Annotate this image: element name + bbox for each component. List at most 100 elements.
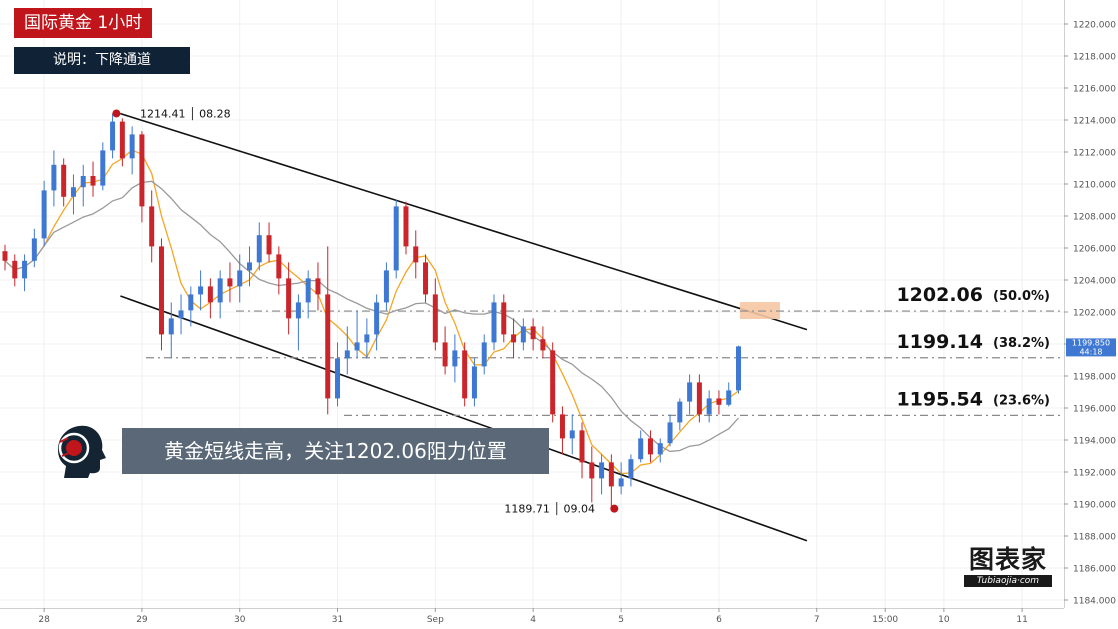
time-tick-label: Sep (427, 615, 444, 625)
candle-body (716, 398, 722, 405)
price-tick-label: 1188.000 (1073, 533, 1116, 543)
candle-body (286, 278, 292, 319)
candle (51, 150, 57, 207)
candle (276, 246, 282, 295)
last-price-label: 1199.850 (1072, 338, 1110, 347)
candle-body (80, 176, 86, 188)
candle (413, 230, 419, 279)
price-tick-label: 1204.000 (1073, 277, 1116, 287)
candle-body (501, 302, 507, 335)
fib-pct-label: (50.0%) (993, 289, 1050, 304)
candle-body (12, 260, 18, 279)
brand-logo: 图表家 Tubiaojia·com (958, 546, 1058, 590)
price-tick-label: 1192.000 (1073, 469, 1116, 479)
time-tick-label: 29 (136, 615, 148, 625)
candle (100, 142, 106, 191)
candle (540, 326, 546, 359)
candle-body (638, 438, 644, 460)
price-tick-label: 1206.000 (1073, 245, 1116, 255)
price-tick-label: 1194.000 (1073, 437, 1116, 447)
candle-body (423, 262, 429, 295)
candle-body (364, 334, 370, 343)
price-tick-label: 1190.000 (1073, 501, 1116, 511)
candle (393, 200, 399, 279)
brand-url: Tubiaojia·com (964, 575, 1052, 587)
fib-price-label: 1202.06 (896, 284, 983, 306)
candle-body (491, 302, 497, 343)
candle (677, 398, 683, 431)
candle (207, 278, 213, 319)
candle-body (667, 422, 673, 444)
candle (530, 318, 536, 351)
candle-body (374, 302, 380, 335)
candle-body (344, 350, 350, 359)
candle-body (110, 121, 116, 151)
candle (344, 326, 350, 375)
low-point-label: 1189.71 │ 09.04 (504, 502, 595, 516)
candle-body (129, 134, 135, 159)
candle-body (511, 334, 517, 343)
candle (491, 294, 497, 351)
candle (667, 414, 673, 447)
candle-body (266, 235, 272, 255)
fib-price-label: 1195.54 (896, 388, 983, 410)
price-tick-label: 1202.000 (1073, 309, 1116, 319)
candle-body (305, 278, 311, 303)
channel-lower-line (120, 295, 808, 542)
candle-body (2, 251, 8, 261)
candle (247, 246, 252, 287)
candle-body (618, 478, 624, 487)
candle (149, 190, 155, 263)
candle (188, 286, 194, 327)
time-tick-label: 5 (618, 615, 624, 625)
candle (589, 446, 595, 503)
ma-slow-line (4, 180, 739, 453)
candle (90, 161, 96, 197)
candle-body (442, 342, 448, 367)
ma-fast-line (4, 149, 739, 475)
candle (403, 201, 409, 255)
candle-body (647, 438, 653, 455)
descending-channel (120, 112, 808, 542)
candle (198, 270, 204, 311)
candle (22, 254, 28, 292)
time-tick-label: 11 (1016, 615, 1027, 625)
candle (61, 158, 67, 207)
time-axis[interactable]: 28 29 30 31 Sep 4 5 6 7 15:00 10 11 (0, 608, 1064, 625)
chart-subtitle: 说明：下降通道 (14, 47, 190, 74)
candle (286, 262, 292, 335)
candle-body (432, 294, 438, 343)
candle-body (178, 310, 184, 319)
candle-body (550, 350, 556, 415)
candle-body (51, 164, 57, 191)
candle-body (452, 350, 458, 367)
candle (618, 462, 624, 495)
candle-body (315, 278, 321, 295)
candle (12, 254, 18, 287)
headline-banner: 黄金短线走高，关注1202.06阻力位置 (122, 428, 549, 474)
candle (657, 438, 663, 463)
candle-body (462, 350, 468, 399)
candle (237, 254, 243, 303)
price-axis[interactable]: 1184.000 1186.000 1188.000 1190.000 1192.000… (1064, 0, 1116, 608)
candle-body (608, 462, 614, 487)
time-tick-label: 7 (814, 615, 820, 625)
candle (726, 382, 732, 407)
candle (305, 270, 311, 319)
candle (481, 334, 487, 375)
candle (256, 222, 262, 271)
candle (716, 390, 722, 415)
candle (608, 454, 614, 509)
candle-body (599, 462, 605, 479)
brand-name: 图表家 (968, 545, 1047, 574)
candle (559, 406, 565, 455)
fib-pct-label: (23.6%) (993, 393, 1050, 408)
candle (511, 318, 517, 359)
candle-body (589, 462, 595, 479)
analyst-head-icon (58, 425, 106, 478)
candle-body (22, 260, 28, 279)
price-tick-label: 1210.000 (1073, 181, 1116, 191)
price-tick-label: 1198.000 (1073, 373, 1116, 383)
candle (139, 131, 145, 223)
